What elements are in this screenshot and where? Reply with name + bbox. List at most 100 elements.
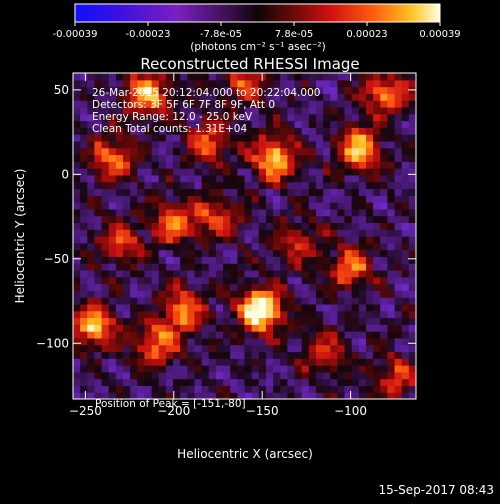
heatmap-cell <box>373 371 381 380</box>
heatmap-cell <box>408 303 416 312</box>
heatmap-cell <box>237 127 246 135</box>
heatmap-cell <box>294 127 303 135</box>
heatmap-cell <box>180 392 188 399</box>
heatmap-cell <box>201 317 210 325</box>
heatmap-cell <box>273 79 281 88</box>
heatmap-cell <box>180 256 188 264</box>
heatmap-cell <box>130 242 138 251</box>
heatmap-cell <box>294 134 303 142</box>
heatmap-cell <box>315 331 324 339</box>
heatmap-cell <box>123 120 131 128</box>
heatmap-cell <box>194 337 203 346</box>
heatmap-cell <box>258 324 267 332</box>
heatmap-cell <box>365 188 374 196</box>
heatmap-cell <box>358 215 367 224</box>
heatmap-cell <box>387 242 396 251</box>
heatmap-cell <box>123 134 131 142</box>
heatmap-cell <box>237 86 246 94</box>
heatmap-cell <box>144 324 153 332</box>
colorbar-tick-label: 0.00039 <box>419 29 460 40</box>
heatmap-cell <box>337 161 346 169</box>
heatmap-cell <box>365 73 374 81</box>
heatmap-cell <box>408 79 416 88</box>
heatmap-cell <box>244 161 253 169</box>
heatmap-cell <box>344 351 353 359</box>
heatmap-cell <box>151 242 160 251</box>
heatmap-cell <box>194 86 203 94</box>
heatmap-cell <box>130 324 138 332</box>
heatmap-cell <box>308 249 317 257</box>
heatmap-cell <box>194 344 203 353</box>
heatmap-cell <box>380 202 389 210</box>
heatmap-cell <box>115 168 124 176</box>
heatmap-cell <box>158 269 167 278</box>
heatmap-cell <box>273 242 281 251</box>
heatmap-cell <box>308 378 317 387</box>
heatmap-cell <box>287 249 296 257</box>
heatmap-cell <box>315 174 324 183</box>
heatmap-cell <box>251 283 260 291</box>
heatmap-cell <box>301 127 310 135</box>
heatmap-cell <box>151 263 160 271</box>
heatmap-cell <box>280 222 288 230</box>
heatmap-cell <box>380 215 389 224</box>
heatmap-cell <box>230 385 238 393</box>
heatmap-cell <box>123 229 131 237</box>
heatmap-cell <box>287 276 296 285</box>
heatmap-cell <box>101 140 110 149</box>
heatmap-cell <box>123 208 131 217</box>
heatmap-cell <box>101 385 110 393</box>
heatmap-cell <box>294 236 303 244</box>
heatmap-cell <box>365 242 374 251</box>
heatmap-cell <box>380 385 389 393</box>
heatmap-cell <box>208 127 217 135</box>
heatmap-cell <box>358 181 367 190</box>
heatmap-cell <box>87 215 96 224</box>
heatmap-cell <box>215 174 224 183</box>
heatmap-cell <box>373 161 381 169</box>
heatmap-cell <box>87 127 96 135</box>
heatmap-cell <box>380 127 389 135</box>
heatmap-cell <box>337 120 346 128</box>
heatmap-cell <box>73 174 81 183</box>
heatmap-cell <box>87 358 96 366</box>
heatmap-cell <box>137 222 146 230</box>
heatmap-cell <box>265 351 274 359</box>
heatmap-cell <box>165 242 174 251</box>
heatmap-cell <box>223 344 231 353</box>
heatmap-cell <box>273 147 281 156</box>
heatmap-cell <box>287 147 296 156</box>
heatmap-cell <box>394 263 403 271</box>
heatmap-cell <box>151 290 160 298</box>
heatmap-cell <box>101 134 110 142</box>
heatmap-cell <box>330 269 338 278</box>
heatmap-cell <box>201 195 210 203</box>
heatmap-cell <box>344 100 353 108</box>
heatmap-cell <box>73 263 81 271</box>
heatmap-cell <box>351 229 360 237</box>
heatmap-cell <box>387 392 396 399</box>
heatmap-cell <box>373 100 381 108</box>
heatmap-cell <box>344 385 353 393</box>
heatmap-cell <box>358 229 367 237</box>
heatmap-cell <box>273 120 281 128</box>
heatmap-cell <box>301 229 310 237</box>
heatmap-cell <box>94 229 103 237</box>
heatmap-cell <box>344 365 353 373</box>
heatmap-cell <box>358 236 367 244</box>
heatmap-cell <box>173 106 181 115</box>
heatmap-cell <box>308 365 317 373</box>
heatmap-cell <box>101 344 110 353</box>
heatmap-cell <box>344 317 353 325</box>
heatmap-cell <box>130 161 138 169</box>
heatmap-cell <box>194 392 203 399</box>
heatmap-cell <box>108 297 117 305</box>
heatmap-cell <box>208 134 217 142</box>
heatmap-cell <box>273 256 281 264</box>
heatmap-cell <box>87 168 96 176</box>
heatmap-cell <box>123 106 131 115</box>
heatmap-cell <box>358 269 367 278</box>
heatmap-cell <box>280 269 288 278</box>
heatmap-cell <box>287 242 296 251</box>
heatmap-cell <box>194 100 203 108</box>
